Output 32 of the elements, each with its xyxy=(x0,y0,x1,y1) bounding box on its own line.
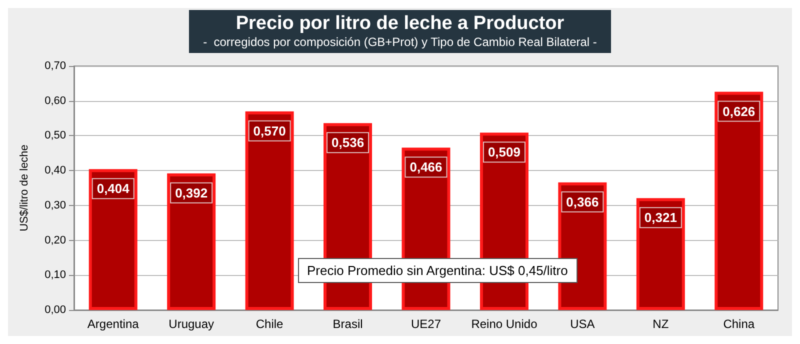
data-label: 0,536 xyxy=(332,135,364,150)
x-tick-label: NZ xyxy=(652,317,669,331)
y-axis-title: US$/litro de leche xyxy=(18,144,30,232)
x-tick-label: Argentina xyxy=(87,317,140,331)
x-tick-label: Chile xyxy=(256,317,284,331)
data-label: 0,509 xyxy=(488,144,520,160)
x-tick-label: USA xyxy=(570,317,595,331)
annotation: Precio Promedio sin Argentina: US$ 0,45/litro xyxy=(307,263,568,278)
y-tick-label: 0,30 xyxy=(44,199,66,212)
data-label: 0,570 xyxy=(253,123,286,138)
bar xyxy=(245,111,294,310)
y-tick-label: 0,20 xyxy=(44,234,66,246)
data-label: 0,321 xyxy=(644,210,677,226)
x-tick-label: Uruguay xyxy=(168,317,214,331)
x-tick-label: Reino Unido xyxy=(471,317,538,331)
chart-title: Precio por litro de leche a Productor xyxy=(236,13,565,34)
data-label: 0,392 xyxy=(175,185,208,200)
data-label: 0,466 xyxy=(410,160,442,175)
chart-subtitle: - corregidos por composición (GB+Prot) y Tipo de Cambio Real Bilateral - xyxy=(203,35,597,49)
y-tick-label: 0,60 xyxy=(44,94,66,107)
data-label: 0,366 xyxy=(566,194,599,210)
y-tick-label: 0,40 xyxy=(44,164,66,177)
y-tick-label: 0,70 xyxy=(44,60,66,72)
data-label: 0,626 xyxy=(722,104,756,119)
y-tick-label: 0,10 xyxy=(44,269,66,282)
x-tick-label: China xyxy=(723,317,755,331)
y-tick-label: 0,50 xyxy=(44,130,66,142)
x-tick-label: Brasil xyxy=(332,317,363,331)
x-tick-label: UE27 xyxy=(410,317,442,331)
data-label: 0,404 xyxy=(96,181,130,196)
bar xyxy=(714,92,764,310)
y-tick-label: 0,00 xyxy=(44,304,66,316)
